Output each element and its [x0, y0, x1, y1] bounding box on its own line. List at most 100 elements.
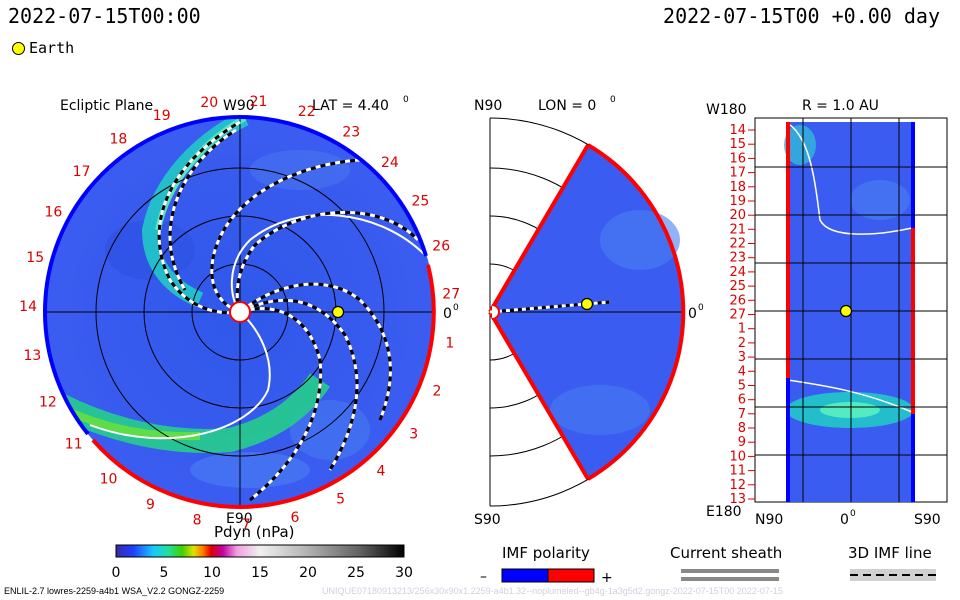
- imf-field-lines: [157, 120, 420, 502]
- meridional-lon-text: LON = 0: [538, 98, 596, 114]
- earth-legend: Earth: [12, 39, 74, 57]
- radial-row-tick-16: 16: [729, 151, 746, 166]
- radial-row-tick-26: 26: [729, 293, 746, 308]
- radial-row-tick-5: 5: [738, 379, 746, 394]
- radial-row-tick-24: 24: [729, 265, 746, 280]
- colorbar-tick-10: 10: [203, 565, 221, 581]
- earth-marker-icon: [12, 41, 25, 55]
- longitude-tick-3: 3: [409, 427, 418, 443]
- ecliptic-bottom-label: E90: [226, 511, 253, 527]
- radial-row-tick-11: 11: [729, 464, 746, 479]
- ecliptic-top-label: W90: [223, 98, 255, 114]
- longitude-tick-19: 19: [153, 108, 171, 124]
- longitude-tick-24: 24: [381, 155, 399, 171]
- radial-bottom-zero: 0: [840, 512, 849, 528]
- ecliptic-lat-degree: 0: [403, 95, 409, 105]
- radial-row-tick-10: 10: [729, 449, 746, 464]
- earth-legend-label: Earth: [29, 39, 75, 57]
- imf-line-legend: 3D IMF line: [848, 544, 936, 581]
- longitude-tick-10: 10: [100, 471, 118, 487]
- longitude-tick-12: 12: [39, 395, 57, 411]
- longitude-tick-5: 5: [336, 492, 345, 508]
- ecliptic-plane-panel: Ecliptic Plane W90 LAT = 4.40 0 E90 0 0 …: [19, 94, 460, 533]
- longitude-tick-25: 25: [411, 194, 429, 210]
- colorbar-tick-20: 20: [299, 565, 317, 581]
- radial-earth-icon: [839, 304, 853, 318]
- current-sheath-title: Current sheath: [670, 544, 782, 562]
- longitude-tick-11: 11: [65, 437, 83, 453]
- colorbar-tick-5: 5: [160, 565, 169, 581]
- pdyn-colorbar: Pdyn (nPa) 0 5 10 15 20 25 30: [112, 523, 413, 581]
- current-sheath-legend: Current sheath: [670, 544, 782, 581]
- current-sheath-lines: [89, 214, 426, 440]
- longitude-tick-20: 20: [200, 95, 218, 111]
- meridional-plane-panel: N90 LON = 0 0 S90 0 0: [474, 95, 704, 528]
- radial-row-tick-13: 13: [729, 492, 746, 507]
- radial-row-tick-22: 22: [729, 237, 746, 252]
- radial-row-tick-20: 20: [729, 208, 746, 223]
- radial-row-tick-14: 14: [729, 123, 746, 138]
- longitude-tick-27: 27: [442, 287, 460, 303]
- colorbar-title: Pdyn (nPa): [214, 523, 295, 541]
- polarity-arc-negative-left: [42, 115, 241, 436]
- radial-row-tick-6: 6: [738, 393, 746, 408]
- radial-bottom-s90: S90: [914, 512, 941, 528]
- radial-row-tick-8: 8: [738, 421, 746, 436]
- radial-row-tick-17: 17: [729, 166, 746, 181]
- sun-icon: [229, 301, 251, 323]
- longitude-tick-9: 9: [146, 497, 155, 513]
- polarity-arc-negative-top: [239, 115, 428, 257]
- radial-row-tick-labels: 1415161718192021222324252627123456789101…: [729, 123, 755, 507]
- radial-row-tick-25: 25: [729, 279, 746, 294]
- colorbar-tick-15: 15: [251, 565, 269, 581]
- longitude-tick-13: 13: [23, 348, 41, 364]
- radial-row-tick-1: 1: [738, 322, 746, 337]
- radial-surface-panel: W180 R = 1.0 AU E180 N90 0 0 S90 1415161…: [706, 98, 948, 528]
- imf-polarity-title: IMF polarity: [502, 544, 590, 562]
- imf-polarity-plus: +: [601, 570, 613, 586]
- meridional-bottom-label: S90: [474, 512, 501, 528]
- meridional-earth-icon: [580, 297, 594, 311]
- radial-row-tick-15: 15: [729, 137, 746, 152]
- longitude-tick-21: 21: [250, 94, 268, 110]
- longitude-tick-2: 2: [433, 383, 442, 399]
- radial-top-left-label: W180: [706, 102, 747, 118]
- longitude-tick-14: 14: [19, 299, 37, 315]
- ecliptic-title: Ecliptic Plane: [60, 98, 153, 114]
- ecliptic-right-degree: 0: [453, 303, 459, 313]
- meridional-right-label: 0: [688, 306, 697, 322]
- earth-icon: [331, 305, 345, 319]
- elapsed-time-title: 2022-07-15T00 +0.00 day: [663, 4, 940, 28]
- imf-polarity-minus: –: [480, 569, 487, 585]
- colorbar-tick-25: 25: [347, 565, 365, 581]
- imf-polarity-legend: IMF polarity – +: [480, 544, 613, 586]
- longitude-tick-6: 6: [290, 510, 299, 526]
- colorbar-tick-0: 0: [112, 565, 121, 581]
- longitude-tick-26: 26: [432, 238, 450, 254]
- radial-row-tick-23: 23: [729, 251, 746, 266]
- radial-row-tick-4: 4: [738, 364, 746, 379]
- radial-row-tick-21: 21: [729, 222, 746, 237]
- polarity-arc-positive: [91, 264, 436, 510]
- longitude-tick-17: 17: [73, 164, 91, 180]
- longitude-tick-15: 15: [26, 250, 44, 266]
- radial-bottom-left-label: E180: [706, 504, 742, 520]
- radial-bottom-n90: N90: [755, 512, 783, 528]
- radial-row-tick-18: 18: [729, 180, 746, 195]
- radial-title: R = 1.0 AU: [802, 98, 879, 114]
- ecliptic-right-label: 0: [443, 306, 452, 322]
- longitude-tick-22: 22: [298, 104, 316, 120]
- radial-row-tick-3: 3: [738, 350, 746, 365]
- longitude-tick-16: 16: [44, 204, 62, 220]
- longitude-tick-7: 7: [242, 517, 251, 533]
- longitude-tick-8: 8: [193, 513, 202, 529]
- imf-positive-swatch: [547, 568, 595, 583]
- radial-row-tick-7: 7: [738, 407, 746, 422]
- radial-row-tick-12: 12: [729, 478, 746, 493]
- colorbar-tick-30: 30: [395, 565, 413, 581]
- meridional-right-degree: 0: [698, 303, 704, 313]
- radial-row-tick-9: 9: [738, 435, 746, 450]
- meridional-lon-degree: 0: [610, 95, 616, 105]
- model-footer: ENLIL-2.7 lowres-2259-a4b1 WSA_V2.2 GONG…: [4, 586, 225, 596]
